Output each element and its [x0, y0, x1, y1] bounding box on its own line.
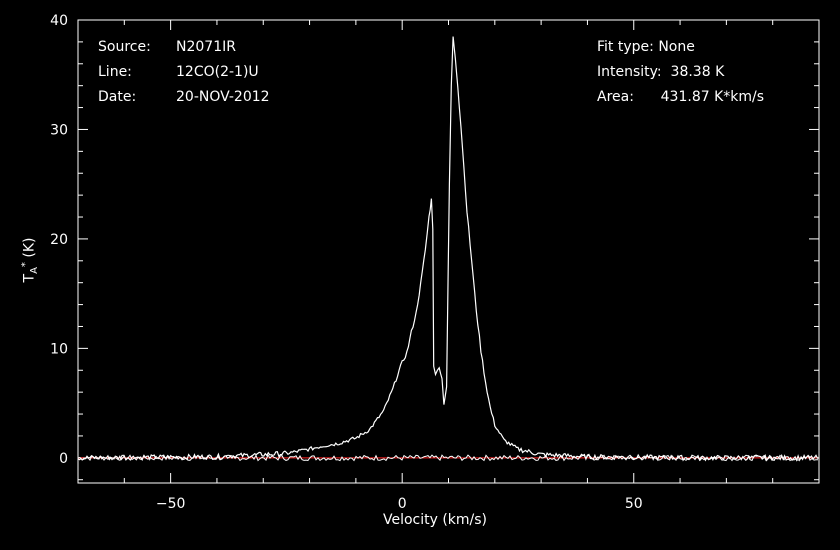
line-value: 12CO(2-1)U	[176, 64, 259, 80]
fit-type-value: None	[658, 39, 695, 55]
header-info-left: Source: N2071IR Line: 12CO(2-1)U Date: 20-N…	[98, 35, 270, 110]
y-tick-label: 20	[50, 232, 68, 248]
y-axis-label-main: T	[21, 273, 38, 283]
header-info-right: Fit type: None Intensity: 38.38 K Area: …	[597, 35, 764, 110]
source-label: Source:	[98, 39, 151, 55]
tick-labels: −50 0 50 0 10 20 30 40	[50, 13, 642, 512]
x-axis-label: Velocity (km/s)	[382, 512, 488, 528]
source-value: N2071IR	[176, 39, 236, 55]
baseline-noise	[77, 454, 818, 462]
x-tick-label: 0	[398, 496, 407, 512]
y-axis-label-sup: *	[19, 262, 31, 268]
spectrum-line	[77, 36, 820, 462]
x-tick-label: 50	[625, 496, 643, 512]
y-tick-label: 0	[59, 451, 68, 467]
y-tick-label: 10	[50, 341, 68, 357]
date-label: Date:	[98, 89, 137, 105]
y-axis-label: TA* (K)	[20, 238, 40, 283]
y-axis-label-unit: (K)	[21, 237, 38, 263]
x-tick-label: −50	[156, 496, 186, 512]
area-value: 431.87 K*km/s	[660, 89, 765, 105]
fit-type-label: Fit type:	[597, 39, 654, 55]
y-tick-label: 30	[50, 122, 68, 138]
date-value: 20-NOV-2012	[176, 89, 270, 105]
y-tick-label: 40	[50, 13, 68, 29]
intensity-label: Intensity:	[597, 64, 662, 80]
y-axis-label-sub: A	[29, 267, 41, 274]
line-label: Line:	[98, 64, 132, 80]
intensity-value: 38.38 K	[670, 64, 725, 80]
area-label: Area:	[597, 89, 634, 105]
